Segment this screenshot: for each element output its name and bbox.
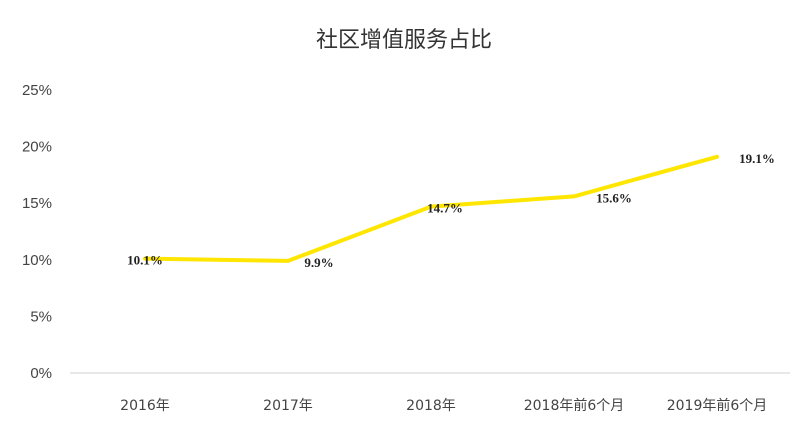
x-tick-label: 2018年前6个月 — [524, 397, 625, 414]
chart-title: 社区增值服务占比 — [315, 28, 492, 53]
x-tick-label: 2016年 — [120, 398, 170, 414]
data-label: 14.7% — [427, 201, 463, 216]
x-tick-label: 2017年 — [263, 398, 313, 414]
y-tick-label: 25% — [22, 82, 52, 99]
x-axis-ticks: 2016年 2017年 2018年 2018年前6个月 2019年前6个月 — [120, 397, 767, 414]
data-label: 10.1% — [127, 253, 163, 268]
data-label: 15.6% — [596, 190, 632, 205]
x-tick-label: 2018年 — [406, 398, 456, 414]
x-tick-label: 2019年前6个月 — [667, 397, 768, 414]
y-tick-label: 20% — [22, 139, 52, 156]
data-labels: 10.1% 9.9% 14.7% 15.6% 19.1% — [127, 151, 775, 270]
y-tick-label: 15% — [22, 195, 52, 212]
series-line — [143, 154, 719, 263]
data-label: 19.1% — [739, 151, 775, 166]
y-tick-label: 5% — [30, 308, 52, 325]
data-label: 9.9% — [304, 255, 333, 270]
y-tick-label: 0% — [30, 365, 52, 382]
y-tick-label: 10% — [22, 252, 52, 269]
y-axis-ticks: 0% 5% 10% 15% 20% 25% — [22, 82, 52, 382]
